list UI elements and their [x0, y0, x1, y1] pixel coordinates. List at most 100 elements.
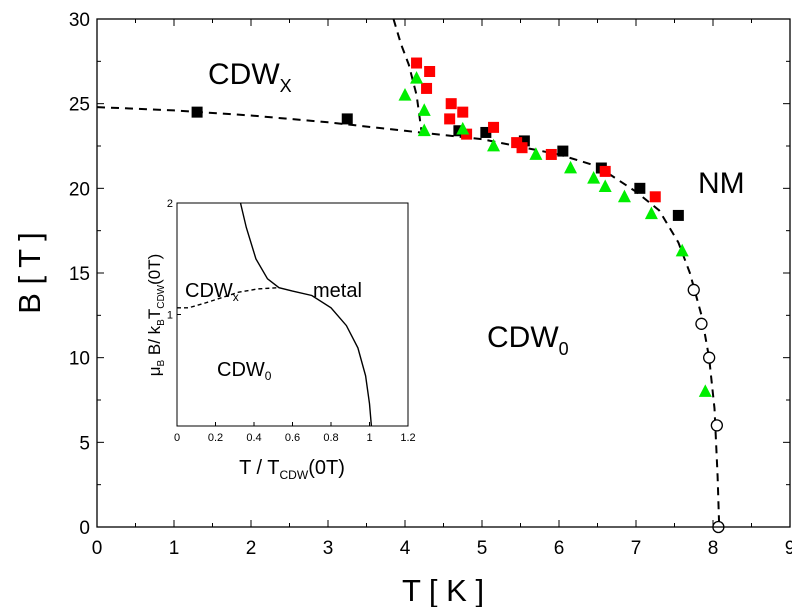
data-point-square — [545, 148, 557, 160]
data-point-square — [411, 57, 423, 69]
data-point-triangle — [617, 189, 631, 203]
main-y-tick-label: 10 — [69, 349, 90, 370]
inset-x-axis-label-tail: (0T) — [308, 457, 345, 479]
inset-x-tick-labels: 0 0.2 0.4 0.6 0.8 1 1.2 — [174, 432, 416, 444]
inset-x-tick-label: 1 — [366, 432, 372, 444]
data-point-triangle — [675, 243, 689, 257]
inset-x-axis-label-main: T / T — [239, 457, 279, 479]
data-point-triangle — [698, 384, 712, 397]
data-point-square — [599, 165, 611, 177]
data-point-square — [457, 106, 469, 118]
inset-plot-frame — [176, 202, 409, 427]
data-point-square — [444, 113, 456, 125]
main-x-tick-labels: 0 1 2 3 4 5 6 7 8 9 — [92, 538, 792, 559]
main-x-tick-label: 0 — [92, 538, 103, 559]
inset-region-label-metal: metal — [313, 280, 362, 302]
data-point-square — [341, 113, 353, 125]
inset-x-tick-label: 0.8 — [323, 432, 338, 444]
data-point-triangle — [587, 170, 601, 184]
data-point-circle — [687, 283, 700, 297]
data-point-triangle — [456, 121, 470, 135]
data-point-square — [421, 82, 433, 94]
main-y-axis-label: B [ T ] — [12, 232, 47, 314]
inset-x-axis-label-sub: CDW — [280, 468, 309, 482]
data-point-triangle — [598, 179, 612, 193]
main-x-tick-label: 4 — [400, 538, 411, 559]
inset-y-axis-label-b2: B — [156, 319, 167, 326]
main-x-tick-label: 7 — [631, 538, 642, 559]
main-y-tick-label: 0 — [79, 518, 90, 539]
data-point-square — [634, 182, 646, 194]
data-point-triangle — [410, 71, 424, 84]
main-y-tick-label: 30 — [69, 10, 90, 31]
data-point-triangle — [417, 123, 431, 137]
data-point-triangle — [487, 138, 501, 152]
inset-y-tick-labels: 12 — [167, 198, 173, 322]
phase-boundary-line — [392, 18, 423, 135]
inset-plot: 0 0.2 0.4 0.6 0.8 1 1.2 12 T / TCDW(0T) μB B/ … — [145, 198, 416, 482]
inset-region-label-cdwx-main: CDW — [185, 280, 233, 302]
inset-solid-boundary — [239, 202, 373, 427]
main-y-tick-label: 20 — [69, 179, 90, 200]
data-point-square — [480, 126, 492, 138]
data-point-triangle — [529, 147, 543, 160]
data-point-square — [672, 209, 684, 221]
main-y-tick-labels: 0 5 10 15 20 25 30 — [69, 10, 90, 539]
data-point-triangle — [644, 206, 658, 220]
data-point-square — [445, 98, 457, 110]
data-point-square — [191, 106, 203, 118]
data-point-triangle — [398, 88, 412, 101]
inset-x-tick-label: 0.2 — [208, 432, 223, 444]
data-point-triangle — [564, 160, 578, 174]
inset-y-axis-label-t: T — [145, 309, 164, 319]
data-point-square — [518, 135, 530, 147]
region-label-cdw0-main: CDW — [487, 321, 559, 354]
inset-x-tick-label: 0.6 — [285, 432, 300, 444]
main-data-markers — [191, 57, 725, 534]
region-label-cdwx-sub: X — [280, 76, 292, 96]
inset-region-label-cdw0: CDW0 — [217, 359, 272, 383]
main-x-tick-label: 2 — [246, 538, 257, 559]
inset-region-label-cdw0-main: CDW — [217, 359, 265, 381]
data-point-triangle — [417, 103, 431, 116]
data-point-circle — [695, 317, 708, 330]
inset-dashed-boundary — [177, 287, 280, 309]
data-point-circle — [703, 351, 716, 364]
region-label-cdw0-sub: 0 — [559, 339, 569, 359]
region-label-cdwx-main: CDW — [208, 58, 280, 91]
inset-y-axis-label-sub: CDW — [156, 284, 167, 308]
data-point-circle — [710, 419, 723, 432]
inset-background — [177, 203, 408, 426]
inset-y-tick-label: 2 — [167, 198, 173, 210]
region-label-cdw0: CDW0 — [487, 321, 569, 359]
inset-x-axis-label: T / TCDW(0T) — [239, 457, 345, 482]
data-point-square — [488, 121, 500, 133]
main-x-tick-label: 6 — [554, 538, 565, 559]
main-plot-frame — [96, 18, 791, 528]
main-x-tick-label: 3 — [323, 538, 334, 559]
data-point-square — [516, 142, 528, 154]
inset-region-label-cdwx: CDWx — [185, 280, 239, 304]
inset-region-label-cdwx-sub: x — [233, 290, 239, 304]
main-y-tick-label: 15 — [69, 264, 90, 285]
data-point-square — [424, 65, 436, 77]
inset-y-axis-label-mu: μ — [145, 367, 164, 377]
inset-y-axis-label: μB B/ kBTCDW(0T) — [145, 254, 167, 377]
main-y-tick-label: 25 — [69, 95, 90, 116]
inset-curves — [177, 202, 373, 427]
inset-x-tick-label: 0 — [174, 432, 180, 444]
main-x-tick-label: 9 — [785, 538, 792, 559]
main-x-tick-label: 8 — [708, 538, 719, 559]
main-y-tick-label: 5 — [79, 433, 90, 454]
main-x-tick-label: 1 — [169, 538, 180, 559]
main-x-axis-label: T [ K ] — [402, 573, 484, 607]
inset-y-axis-label-b1: B — [156, 360, 167, 367]
inset-y-axis-label-tail: (0T) — [145, 254, 164, 285]
inset-y-tick-label: 1 — [167, 310, 173, 322]
inset-y-axis-label-mid: B/ k — [145, 325, 164, 360]
inset-region-label-cdw0-sub: 0 — [265, 369, 272, 383]
data-point-square — [649, 191, 661, 203]
data-point-square — [557, 145, 569, 157]
